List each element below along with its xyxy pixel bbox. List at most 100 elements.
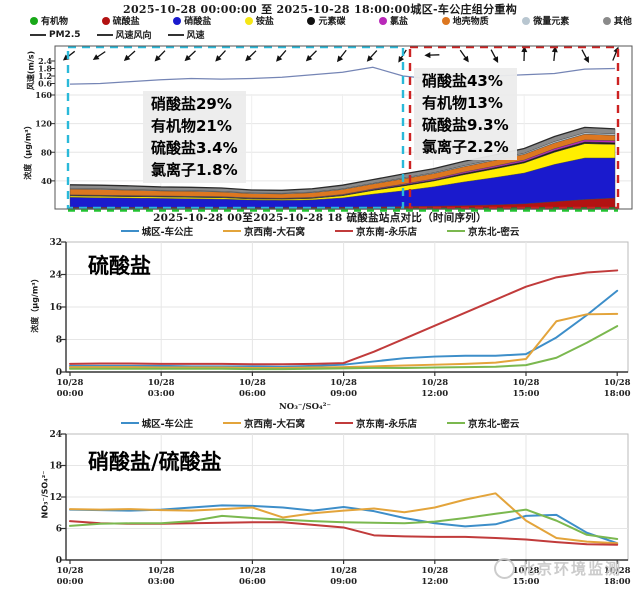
line-swatch-icon (223, 229, 242, 233)
svg-text:120: 120 (35, 119, 52, 129)
svg-text:8: 8 (56, 336, 62, 346)
station-legend-sulfate: 城区-车公庄 京西南-大石窝 京东南-永乐店 京东北-密云 (0, 224, 640, 238)
svg-text:09:00: 09:00 (330, 389, 357, 399)
conc-axis-label: 浓度（μg/m³） (23, 121, 33, 180)
svg-text:10/28: 10/28 (421, 378, 448, 388)
chloride-dot-icon (379, 16, 388, 25)
svg-text:80: 80 (41, 147, 53, 157)
svg-text:10/28: 10/28 (604, 378, 631, 388)
annotation-line: 硫酸盐9.3% (422, 116, 509, 134)
ec-dot-icon (307, 16, 316, 25)
svg-text:12:00: 12:00 (421, 577, 448, 587)
watermark-text: 北京环境监测 (520, 560, 623, 578)
line-swatch-icon (120, 229, 139, 233)
legend-station-chegongzhuang: 城区-车公庄 (120, 416, 193, 430)
svg-text:1.2: 1.2 (38, 71, 52, 81)
ratio-inner-label: 硝酸盐/硫酸盐 (88, 450, 222, 474)
svg-text:03:00: 03:00 (148, 577, 175, 587)
svg-text:32: 32 (49, 238, 62, 248)
legend-item-ammonium: 铵盐 (244, 14, 274, 27)
svg-text:2.4: 2.4 (38, 56, 52, 66)
svg-text:0: 0 (56, 556, 62, 566)
ratio-y-axis-label: NO₃⁻/SO₄²⁻ (40, 470, 50, 519)
page-title: 2025-10-28 00:00:00 至 2025-10-28 18:00:0… (123, 3, 517, 16)
sulfate-chart-title: 2025-10-28 00至2025-10-28 18 硫酸盐站点对比（时间序列… (153, 212, 487, 224)
legend-station-chegongzhuang: 城区-车公庄 (120, 224, 193, 238)
legend-station-yongledian: 京东南-永乐店 (335, 416, 417, 430)
annotation-line: 氯离子2.2% (422, 138, 509, 156)
nitrate-sulfate-ratio-line-chart: 0612182410/2800:0010/2803:0010/2806:0010… (49, 430, 631, 587)
annotation-line: 硝酸盐43% (422, 72, 503, 90)
svg-text:0.6: 0.6 (38, 79, 52, 89)
watermark: 北京环境监测 (494, 558, 622, 579)
svg-text:10/28: 10/28 (330, 378, 357, 388)
nitrate-dot-icon (173, 16, 182, 25)
pm25-line-icon (30, 33, 46, 36)
legend-item-pm25: PM2.5 (30, 30, 81, 40)
annotation-line: 硝酸盐29% (151, 95, 232, 113)
svg-text:10/28: 10/28 (57, 566, 84, 576)
svg-text:00:00: 00:00 (57, 389, 84, 399)
legend-item-sulfate: 硫酸盐 (101, 14, 140, 27)
svg-text:10/28: 10/28 (57, 378, 84, 388)
svg-text:1.8: 1.8 (38, 64, 52, 74)
svg-text:24: 24 (49, 430, 62, 440)
svg-text:10/28: 10/28 (604, 566, 631, 576)
organic-dot-icon (30, 16, 38, 25)
ratio-chart-title: NO₃⁻/SO₄²⁻ (279, 402, 331, 412)
legend-station-dashiwo: 京西南-大石窝 (223, 416, 305, 430)
line-legend: PM2.5 风速风向 风速 (30, 28, 205, 41)
crustal-dot-icon (441, 16, 450, 25)
svg-text:10/28: 10/28 (513, 378, 540, 388)
ammonium-dot-icon (244, 16, 253, 25)
svg-text:18:00: 18:00 (604, 577, 631, 587)
trace-dot-icon (522, 16, 531, 25)
wind-axis-label: 风速(m/s) (26, 50, 36, 91)
legend-station-yongledian: 京东南-永乐店 (335, 224, 417, 238)
svg-text:40: 40 (41, 176, 53, 186)
legend-item-crustal: 地壳物质 (441, 14, 489, 27)
line-swatch-icon (446, 421, 465, 425)
sulfate-station-line-chart: 0816243210/2800:0010/2803:0010/2806:0010… (49, 238, 631, 399)
svg-text:15:00: 15:00 (513, 389, 540, 399)
legend-item-nitrate: 硝酸盐 (173, 14, 211, 27)
legend-item-trace: 微量元素 (522, 14, 569, 27)
annotation-line: 硫酸盐3.4% (151, 139, 238, 157)
sulfate-dot-icon (101, 16, 110, 25)
svg-text:24: 24 (49, 271, 62, 281)
legend-station-dashiwo: 京西南-大石窝 (223, 224, 305, 238)
svg-text:10/28: 10/28 (239, 378, 266, 388)
line-swatch-icon (335, 421, 353, 425)
svg-text:0: 0 (56, 368, 62, 378)
annotation-line: 有机物13% (422, 94, 503, 112)
annotation-line: 有机物21% (151, 117, 232, 135)
svg-text:16: 16 (49, 303, 62, 313)
svg-text:10/28: 10/28 (513, 566, 540, 576)
right-annotation-box: 硝酸盐43% 有机物13% 硫酸盐9.3% 氯离子2.2% (414, 68, 517, 160)
svg-text:10/28: 10/28 (239, 566, 266, 576)
legend-station-miyun: 京东北-密云 (446, 224, 519, 238)
legend-item-ec: 元素碳 (307, 14, 345, 27)
svg-text:160: 160 (35, 90, 52, 100)
line-swatch-icon (120, 421, 139, 425)
legend-item-winddir: 风速风向 (96, 28, 152, 41)
line-swatch-icon (223, 421, 242, 425)
legend-item-organic: 有机物 (30, 14, 68, 27)
legend-item-windspeed: 风速 (167, 28, 205, 41)
svg-text:00:00: 00:00 (57, 577, 84, 587)
sulfate-y-axis-label: 浓度（μg/m³） (30, 274, 40, 333)
svg-text:06:00: 06:00 (239, 577, 266, 587)
svg-text:09:00: 09:00 (330, 577, 357, 587)
legend-station-miyun: 京东北-密云 (446, 416, 519, 430)
wind-speed-line-icon (167, 33, 184, 36)
left-annotation-box: 硝酸盐29% 有机物21% 硫酸盐3.4% 氯离子1.8% (143, 91, 246, 183)
svg-text:06:00: 06:00 (239, 389, 266, 399)
svg-text:12:00: 12:00 (421, 389, 448, 399)
svg-text:12: 12 (49, 493, 62, 503)
other-dot-icon (602, 16, 611, 25)
svg-text:18:00: 18:00 (604, 389, 631, 399)
svg-text:10/28: 10/28 (148, 566, 175, 576)
line-swatch-icon (446, 229, 465, 233)
watermark-logo-icon (494, 558, 515, 579)
